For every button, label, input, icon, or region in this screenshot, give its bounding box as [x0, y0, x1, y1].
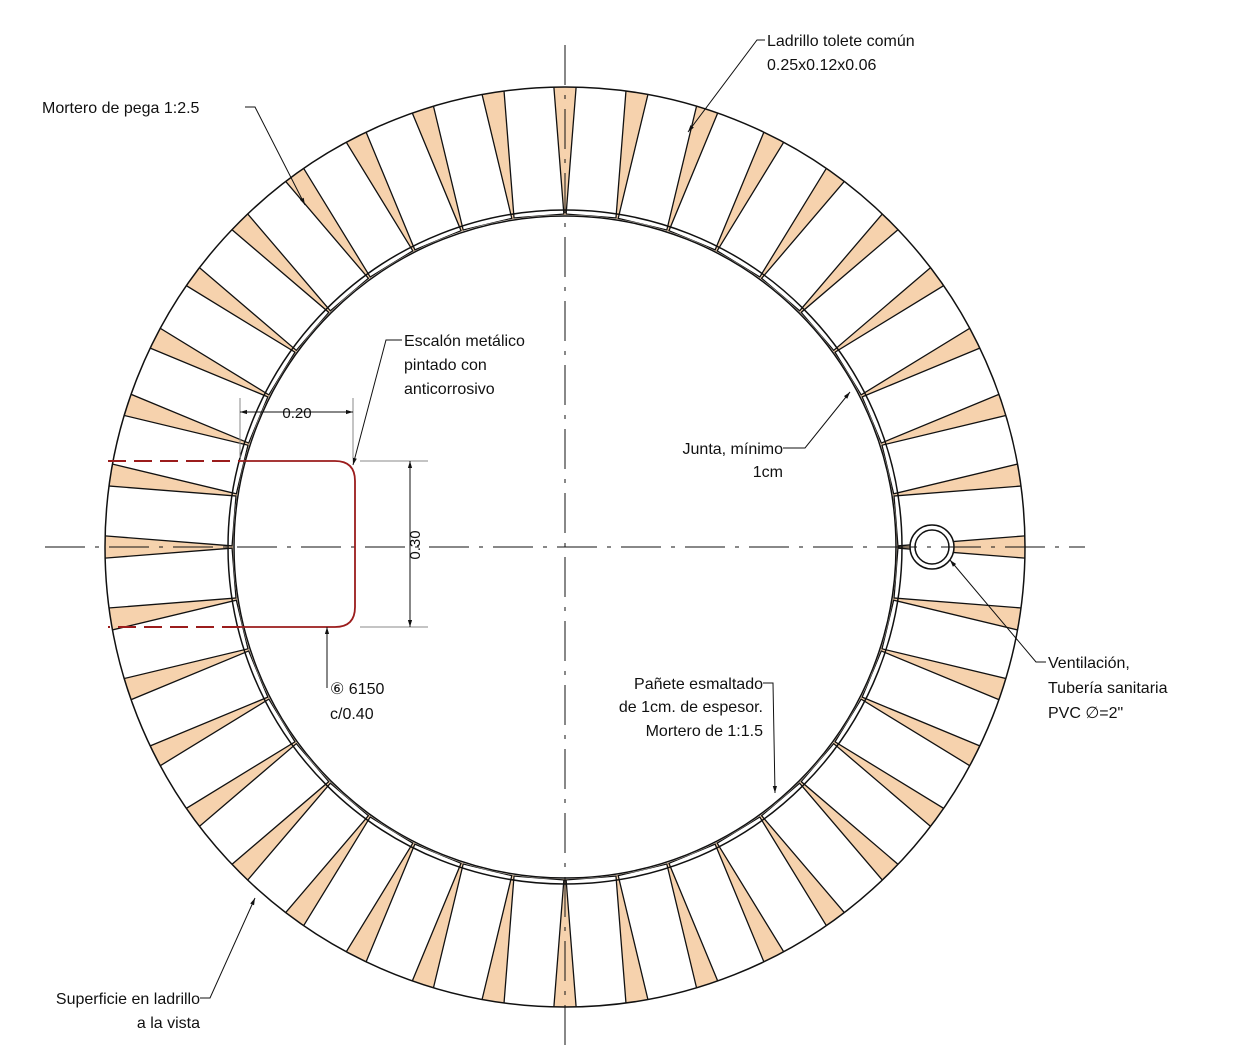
label: Tubería sanitaria — [1048, 680, 1168, 697]
label: a la vista — [137, 1015, 200, 1032]
label: Escalón metálico — [404, 333, 525, 350]
label: Ladrillo tolete común — [767, 33, 915, 50]
label: Mortero de pega 1:2.5 — [42, 100, 200, 117]
label: 1cm — [753, 464, 783, 481]
label: c/0.40 — [330, 706, 374, 723]
brick — [502, 875, 565, 1008]
label: de 1cm. de espesor. — [619, 699, 763, 716]
label: ⑥ 6150 — [330, 681, 384, 698]
label: Mortero de 1:1.5 — [646, 723, 764, 740]
step — [108, 460, 356, 628]
brick — [565, 875, 628, 1008]
label: PVC ∅=2" — [1048, 705, 1123, 722]
brick — [104, 484, 237, 547]
dim-label: 0.20 — [282, 405, 311, 422]
dim-label: 0.30 — [407, 530, 424, 559]
dimensions — [239, 398, 428, 628]
label: Pañete esmaltado — [634, 676, 763, 693]
brick — [502, 86, 565, 219]
label: Junta, mínimo — [683, 441, 784, 458]
brick — [565, 86, 628, 219]
label: anticorrosivo — [404, 381, 495, 398]
label: 0.25x0.12x0.06 — [767, 57, 877, 74]
bricks — [104, 86, 1025, 1008]
label: Superficie en ladrillo — [56, 991, 200, 1008]
label: Ventilación, — [1048, 655, 1130, 672]
leaders — [200, 39, 1046, 999]
brick — [104, 547, 237, 610]
label: pintado con — [404, 357, 487, 374]
